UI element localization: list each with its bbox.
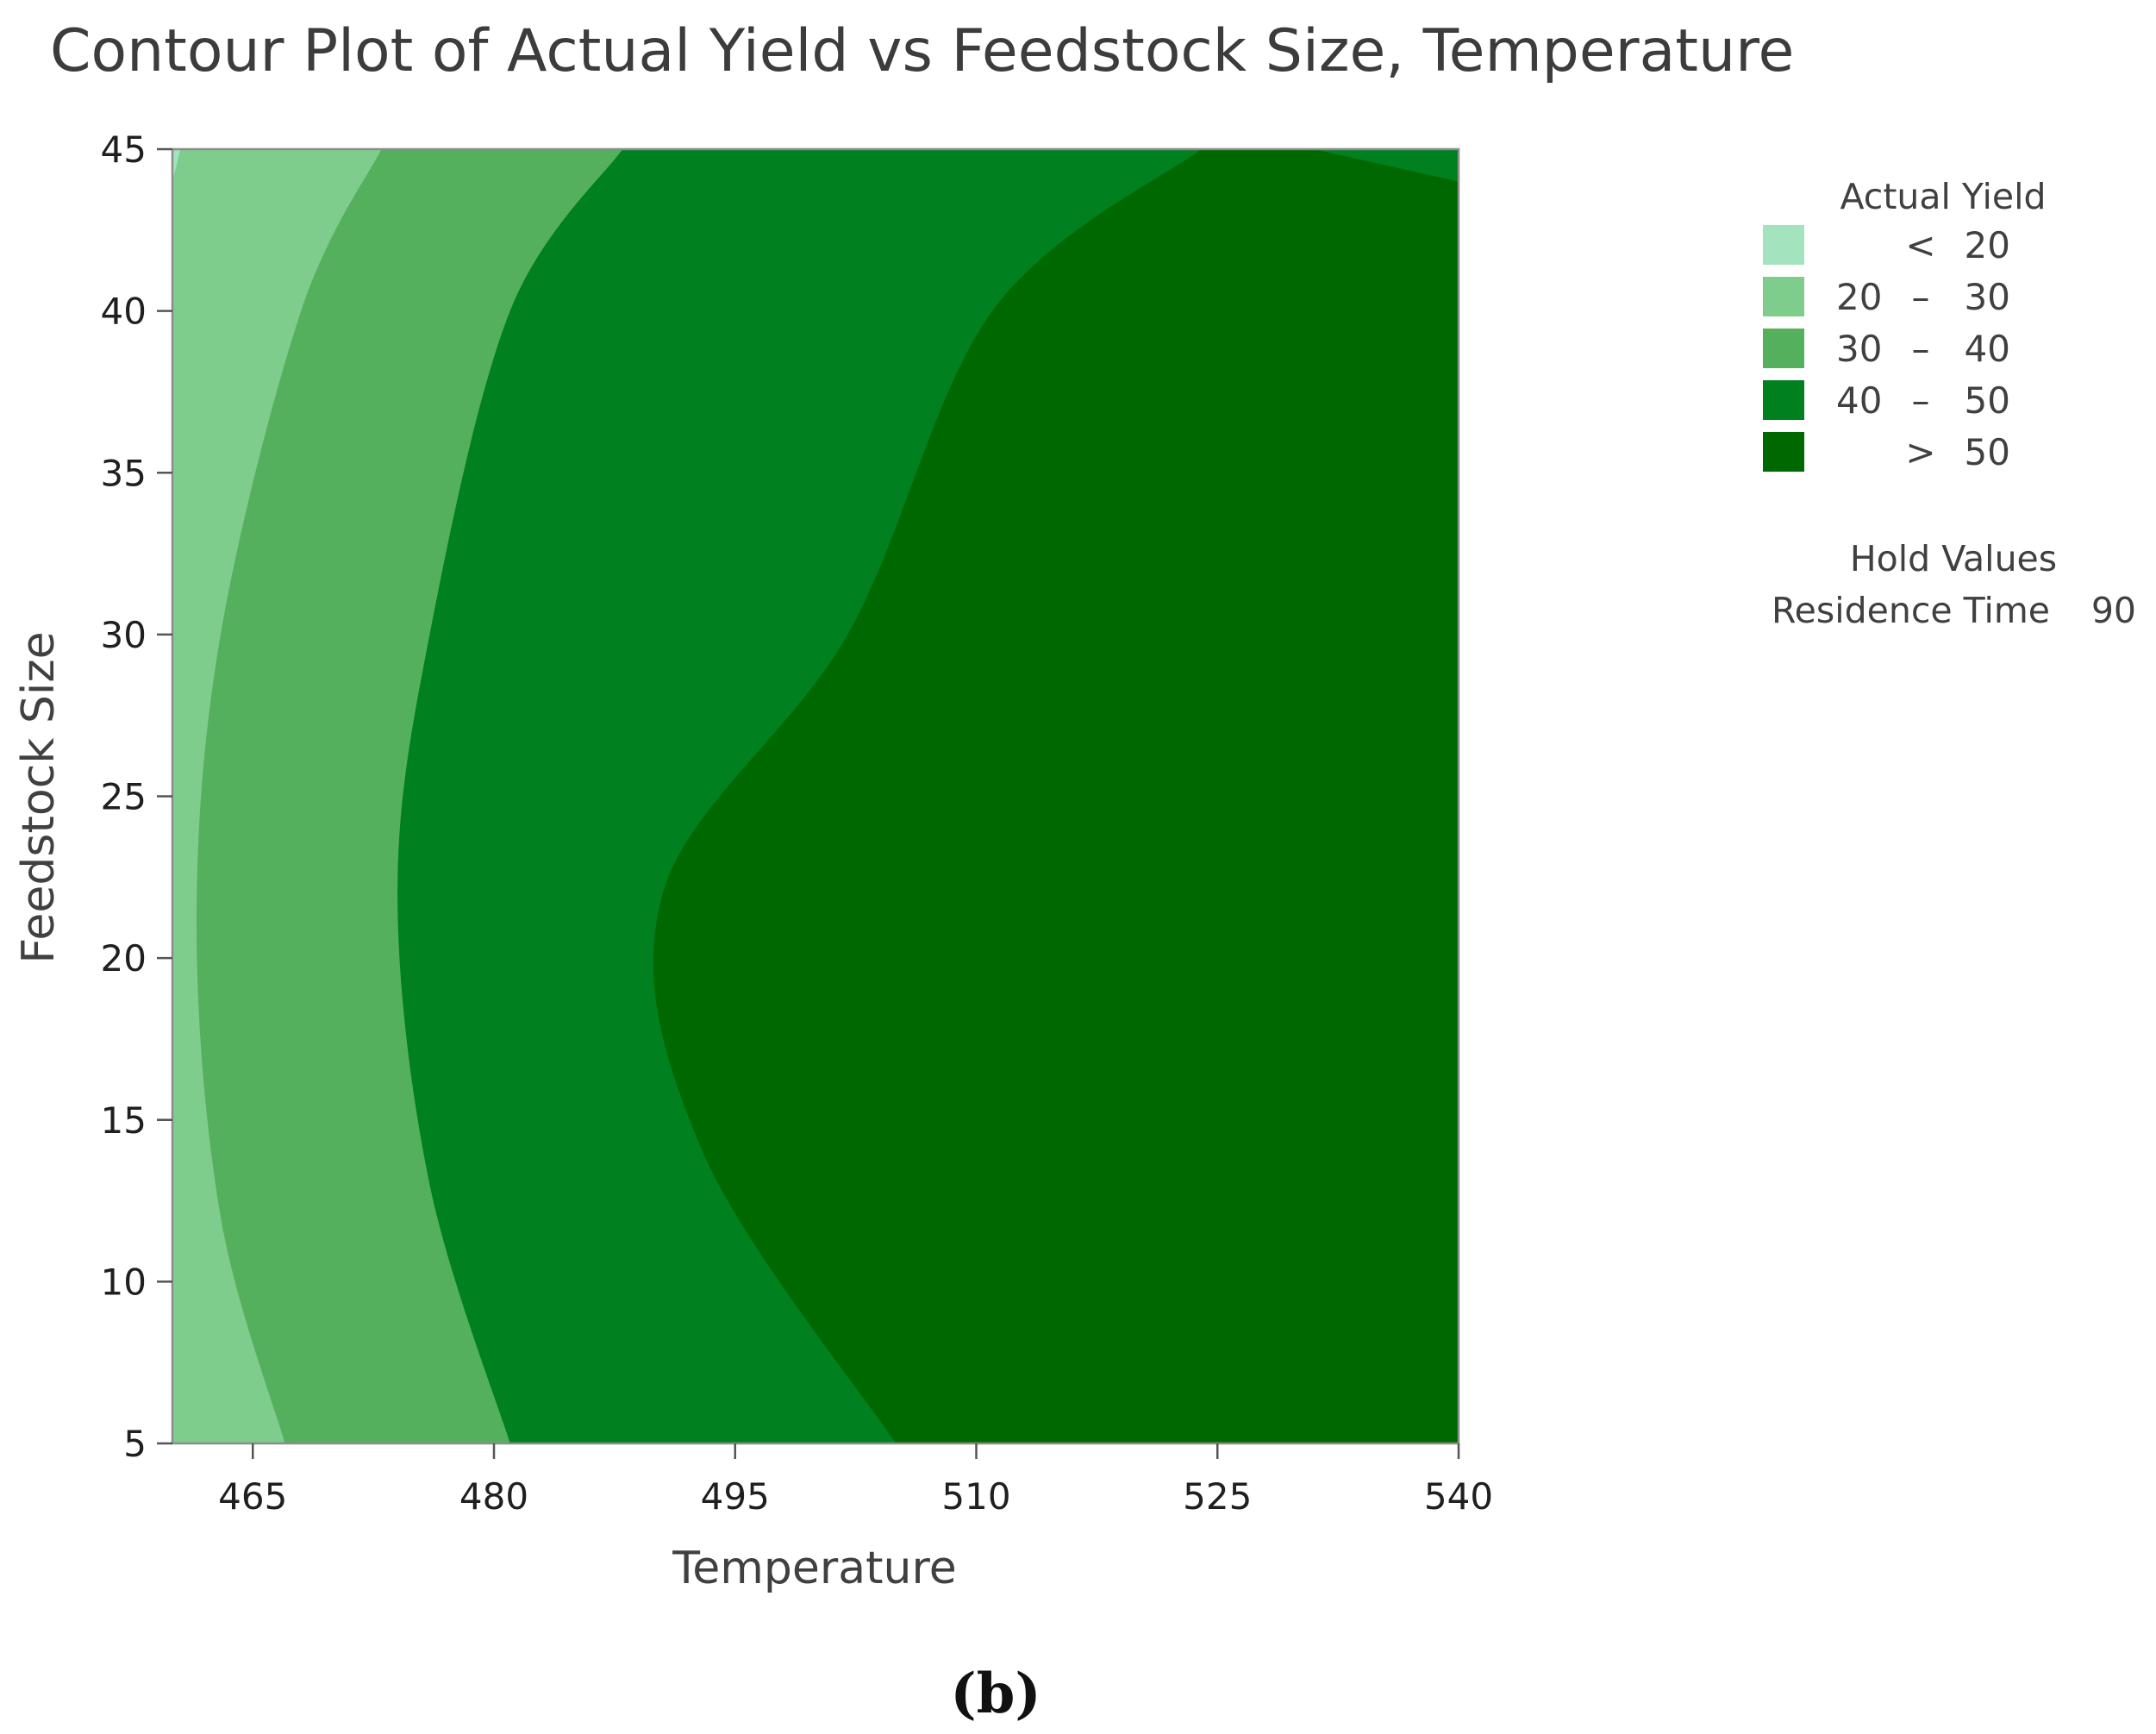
legend-high-value: 30 [1965, 276, 2010, 318]
y-tick-label: 25 [101, 776, 147, 818]
y-tick-label: 15 [101, 1099, 147, 1142]
y-tick-label: 10 [101, 1261, 147, 1303]
hold-value-label: Residence Time [1772, 590, 2050, 631]
x-axis: 465 480 495 510 525 540 [218, 1443, 1493, 1518]
legend-high-value: 50 [1965, 431, 2010, 473]
y-axis-label: Feedstock Size [13, 631, 65, 963]
x-tick-label: 540 [1424, 1475, 1493, 1518]
y-axis: 5 10 15 20 25 30 35 40 45 [101, 128, 172, 1465]
legend-swatch [1763, 277, 1804, 316]
x-tick-label: 510 [941, 1475, 1010, 1518]
plot-area [171, 147, 1460, 1445]
x-tick-label: 525 [1183, 1475, 1252, 1518]
legend-high-value: 40 [1965, 328, 2010, 370]
legend-operator: – [1912, 379, 1930, 422]
x-tick-label: 480 [459, 1475, 528, 1518]
legend-low-value: 20 [1836, 276, 1882, 318]
hold-values: Hold Values Residence Time 90 [1772, 538, 2136, 631]
y-tick-label: 35 [101, 452, 147, 494]
hold-values-title: Hold Values [1850, 538, 2057, 579]
y-tick-label: 30 [101, 614, 147, 656]
x-axis-label: Temperature [672, 1543, 956, 1594]
y-tick-label: 40 [101, 291, 147, 333]
legend-high-value: 20 [1965, 224, 2010, 266]
legend-swatch [1763, 380, 1804, 420]
y-tick-label: 20 [101, 937, 147, 980]
legend-low-value: 30 [1836, 328, 1882, 370]
contour-regions [172, 149, 1459, 1443]
x-tick-label: 495 [701, 1475, 770, 1518]
figure-caption: (b) [950, 1662, 1041, 1726]
legend-swatch [1763, 432, 1804, 472]
legend-title: Actual Yield [1840, 176, 2046, 217]
legend-operator: < [1905, 224, 1935, 266]
contour-region-4 [653, 149, 1459, 1443]
y-tick-label: 45 [101, 128, 147, 171]
hold-value-number: 90 [2091, 590, 2136, 631]
chart-title: Contour Plot of Actual Yield vs Feedstoc… [50, 17, 1794, 85]
legend-high-value: 50 [1965, 379, 2010, 422]
y-tick-label: 5 [123, 1423, 147, 1465]
legend-operator: – [1912, 276, 1930, 318]
legend-operator: – [1912, 328, 1930, 370]
legend-swatch [1763, 225, 1804, 265]
x-tick-label: 465 [218, 1475, 287, 1518]
legend-low-value: 40 [1836, 379, 1882, 422]
legend-swatch [1763, 329, 1804, 368]
legend-operator: > [1905, 431, 1935, 473]
